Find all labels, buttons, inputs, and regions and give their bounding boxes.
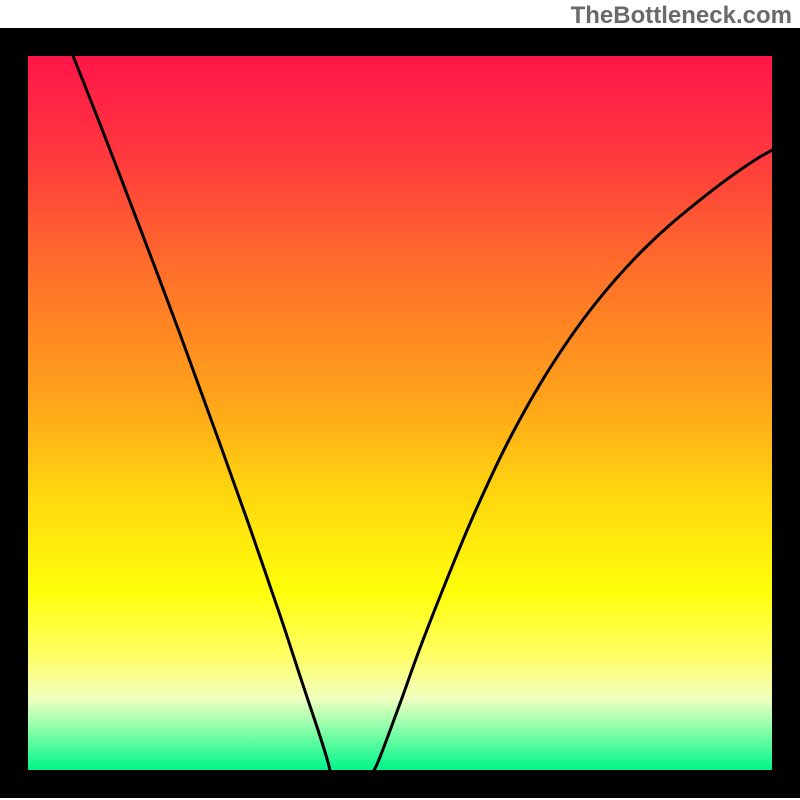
gradient-background (28, 56, 772, 770)
watermark-text: TheBottleneck.com (571, 2, 792, 30)
chart-frame: TheBottleneck.com (0, 0, 800, 800)
plot-area (0, 28, 800, 798)
bottleneck-curve-chart (0, 28, 800, 798)
